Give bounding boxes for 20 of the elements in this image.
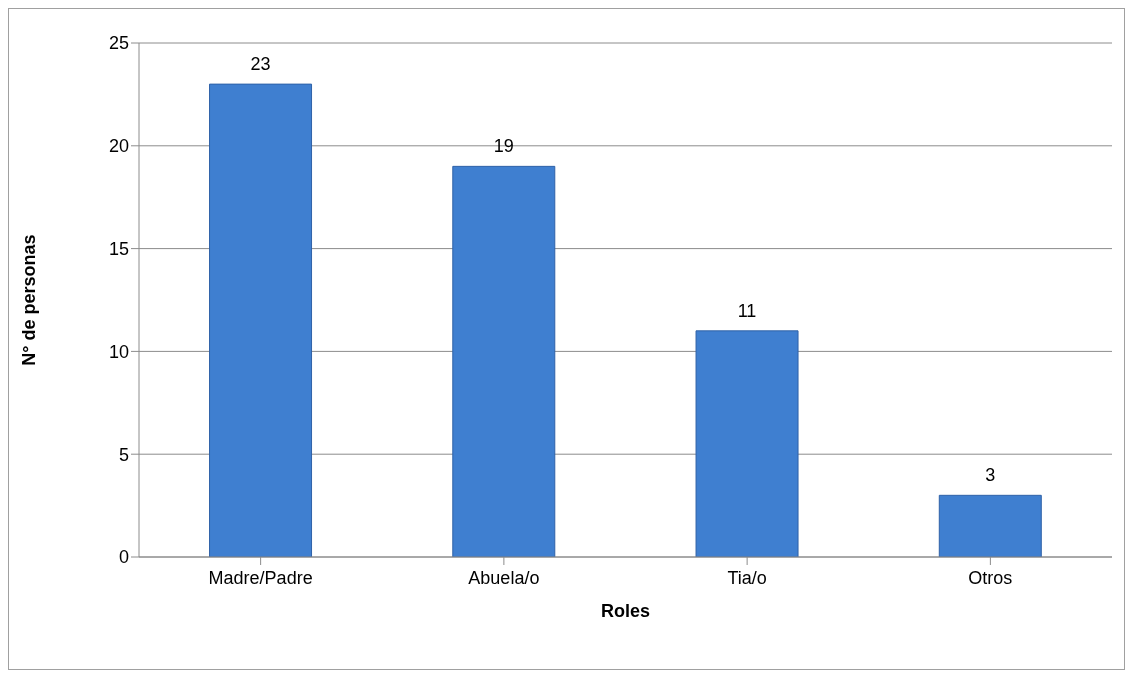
y-tick-label: 0 — [118, 547, 129, 568]
x-tick-label: Madre/Padre — [208, 567, 313, 588]
data-label: 19 — [493, 136, 514, 157]
y-axis-title: N° de personas — [19, 234, 40, 366]
y-tick-label: 25 — [108, 33, 129, 54]
y-tick-label: 15 — [108, 238, 129, 259]
bar — [452, 165, 556, 557]
data-label: 11 — [737, 300, 757, 321]
data-label: 23 — [250, 54, 271, 75]
y-tick-label: 5 — [118, 444, 129, 465]
data-label: 3 — [985, 465, 996, 486]
bar — [695, 330, 799, 557]
y-tick-label: 20 — [108, 136, 129, 157]
bar — [938, 494, 1042, 557]
x-tick-label: Otros — [968, 567, 1013, 588]
x-axis-title: Roles — [600, 601, 651, 621]
y-tick-label: 10 — [108, 341, 129, 362]
x-tick-label: Abuela/o — [468, 567, 540, 588]
bar — [209, 83, 313, 557]
x-tick-label: Tia/o — [727, 567, 767, 588]
